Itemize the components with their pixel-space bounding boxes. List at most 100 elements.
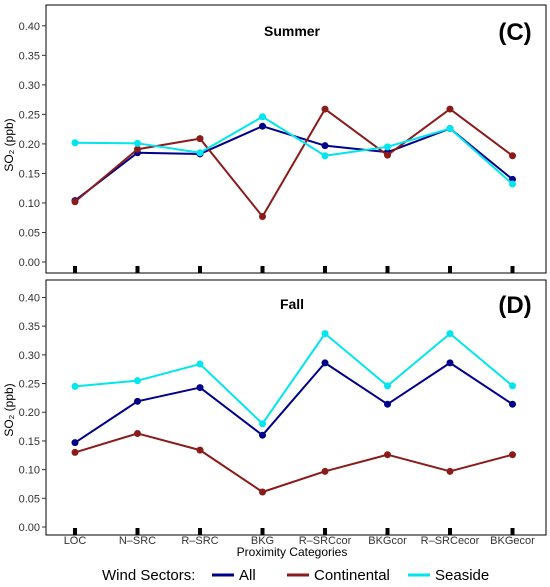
data-point-seaside — [446, 330, 454, 338]
panel-fall: 0.00 0.05 0.10 0.15 0.20 0.25 0.30 0.35 0.40 SO₂ … — [2, 279, 547, 559]
y-tick-label: 0.30 — [19, 350, 40, 362]
data-point-continental — [446, 105, 454, 113]
data-point-continental — [259, 213, 266, 221]
x-tick-mark — [260, 528, 265, 535]
x-tick-mark — [510, 266, 515, 273]
series-line-seaside — [74, 332, 514, 425]
series-line-continental — [74, 108, 514, 218]
y-tick-label: 0.10 — [19, 465, 40, 477]
data-point-seaside — [384, 143, 391, 151]
x-tick-mark — [198, 528, 202, 535]
y-axis-title: SO₂ (ppb) — [2, 118, 16, 171]
y-tick-label: 0.25 — [19, 379, 40, 391]
y-tick-label: 0.25 — [19, 109, 40, 121]
panel-tag: (C) — [498, 19, 531, 46]
x-tick-label: BKGcor — [368, 535, 407, 547]
y-tick-label: 0.40 — [19, 21, 40, 33]
y-tick-label: 0.00 — [19, 522, 40, 534]
x-tick-label: R–SRCcor — [299, 535, 352, 547]
data-point-seaside — [71, 139, 79, 147]
data-point-continental — [321, 467, 329, 475]
x-tick-mark — [448, 266, 452, 273]
legend-title: Wind Sectors: — [102, 567, 195, 584]
data-point-seaside — [134, 377, 141, 385]
data-point-seaside — [134, 139, 141, 147]
data-point-continental — [134, 429, 141, 437]
data-point-seaside — [259, 420, 266, 428]
y-axis-title: SO₂ (ppb) — [2, 383, 16, 436]
x-tick-mark — [73, 528, 77, 535]
y-tick-label: 0.10 — [19, 198, 40, 210]
panel-summer: 0.00 0.05 0.10 0.15 0.20 0.25 0.30 0.35 0.40 SO₂ … — [2, 4, 547, 274]
data-point-continental — [384, 151, 391, 159]
data-point-all — [509, 400, 516, 408]
x-tick-label: N–SRC — [119, 535, 156, 547]
y-tick-label: 0.30 — [19, 80, 40, 92]
y-tick-label: 0.05 — [19, 227, 40, 239]
data-point-continental — [196, 135, 204, 143]
data-point-seaside — [509, 382, 516, 390]
y-tick-label: 0.35 — [19, 50, 40, 62]
data-point-continental — [196, 446, 204, 454]
data-point-all — [259, 431, 266, 439]
x-tick-mark — [73, 266, 77, 273]
data-point-seaside — [71, 382, 79, 390]
data-point-all — [321, 359, 329, 367]
panel-title: Summer — [264, 23, 321, 39]
legend-label-continental: Continental — [314, 567, 390, 584]
data-point-all — [321, 142, 329, 150]
x-tick-label: R–SRC — [181, 535, 218, 547]
data-point-seaside — [446, 125, 454, 133]
legend: Wind Sectors: All Continental Seaside — [102, 567, 489, 584]
panel-tag: (D) — [498, 292, 531, 319]
y-tick-label: 0.20 — [19, 407, 40, 419]
data-point-continental — [134, 145, 141, 153]
data-point-continental — [446, 467, 454, 475]
series-line-continental — [74, 432, 513, 493]
data-point-continental — [384, 451, 391, 459]
x-tick-mark — [448, 528, 452, 535]
data-point-seaside — [384, 382, 391, 390]
data-point-all — [384, 400, 391, 408]
panel-frame — [45, 279, 547, 536]
y-tick-label: 0.00 — [19, 257, 40, 269]
panel-frame — [45, 4, 547, 274]
data-point-seaside — [259, 113, 266, 121]
x-tick-label: BKG — [251, 535, 274, 547]
data-point-all — [71, 439, 79, 447]
x-tick-mark — [198, 266, 202, 273]
x-tick-label: BKGecor — [490, 535, 535, 547]
y-tick-label: 0.20 — [19, 139, 40, 151]
x-tick-label: R–SRCecor — [421, 535, 480, 547]
data-point-continental — [71, 198, 79, 206]
x-tick-mark — [260, 266, 265, 273]
data-point-all — [196, 384, 204, 392]
y-tick-label: 0.05 — [19, 493, 40, 505]
y-tick-label: 0.15 — [19, 168, 40, 180]
x-tick-mark — [385, 266, 390, 273]
data-point-seaside — [321, 152, 329, 160]
y-tick-label: 0.15 — [19, 436, 40, 448]
x-tick-label: LOC — [64, 535, 87, 547]
x-tick-mark — [135, 528, 140, 535]
data-point-continental — [321, 105, 329, 113]
data-point-continental — [71, 448, 79, 456]
data-point-all — [134, 397, 141, 405]
x-tick-mark — [323, 528, 327, 535]
data-point-all — [259, 122, 266, 130]
x-tick-mark — [385, 528, 390, 535]
data-point-continental — [509, 152, 516, 160]
legend-label-seaside: Seaside — [435, 567, 489, 584]
y-tick-label: 0.40 — [19, 292, 40, 304]
legend-label-all: All — [239, 567, 256, 584]
data-point-seaside — [196, 149, 204, 157]
data-point-all — [446, 359, 454, 367]
data-point-seaside — [321, 330, 329, 338]
x-axis-title: Proximity Categories — [237, 545, 348, 559]
series-line-all — [74, 361, 514, 444]
y-tick-label: 0.35 — [19, 321, 40, 333]
series-line-seaside — [74, 115, 514, 185]
x-tick-mark — [323, 266, 327, 273]
